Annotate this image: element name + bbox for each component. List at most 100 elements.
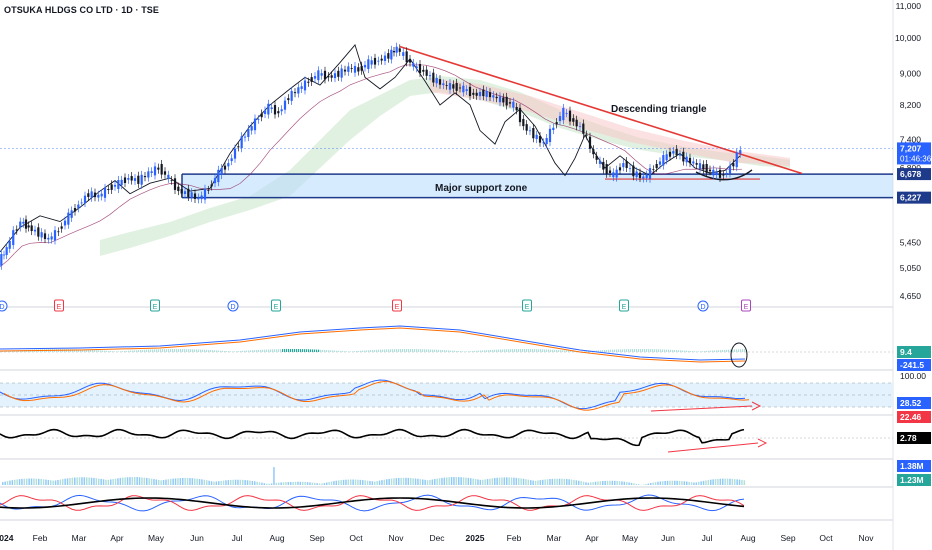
macd-bar [286, 349, 288, 352]
macd-bar [132, 350, 134, 352]
candle-body [715, 172, 718, 176]
macd-bar [392, 349, 394, 352]
volume-bar [316, 483, 318, 485]
volume-bar [222, 480, 225, 485]
price-label-6,678 [897, 168, 931, 181]
earnings-marker-text: E [525, 304, 530, 311]
volume-bar [568, 479, 570, 485]
macd-bar [494, 349, 496, 352]
volume-bar [544, 479, 546, 485]
volume-bar [350, 479, 352, 485]
volume-bar [587, 482, 590, 485]
macd-bar [84, 349, 86, 352]
macd-bar [632, 349, 634, 352]
indicator-value-ratio [897, 432, 931, 444]
macd-bar [326, 350, 328, 352]
candle-body [712, 169, 715, 176]
macd-bar [682, 350, 684, 352]
macd-bar [428, 349, 430, 352]
volume-bar [62, 479, 64, 485]
macd-bar [630, 349, 632, 352]
candle-body [488, 92, 492, 98]
macd-bar [658, 349, 660, 352]
price-tick-label: 4,650 [900, 291, 922, 301]
candle-body [297, 87, 300, 94]
candle-body [353, 66, 357, 73]
candle-body [310, 77, 313, 82]
candle-body [415, 66, 418, 69]
macd-bar [612, 349, 614, 352]
volume-bar [520, 478, 522, 485]
macd-bar [488, 350, 490, 352]
volume-bar [256, 481, 258, 485]
candle-body [702, 164, 705, 170]
volume-bar [424, 479, 426, 485]
candle-body [350, 68, 353, 69]
candle-body [478, 91, 482, 97]
macd-bar [426, 349, 428, 352]
candle-body [150, 171, 153, 173]
volume-bar [9, 480, 11, 485]
candle-body [167, 174, 170, 179]
volume-bar [690, 482, 693, 485]
macd-bar [556, 349, 558, 352]
macd-bar [386, 349, 388, 352]
candle-body [133, 178, 137, 181]
candle-body [718, 169, 722, 178]
macd-bar [116, 351, 118, 352]
volume-bar [88, 477, 90, 485]
volume-bar [134, 477, 136, 485]
macd-bar [398, 349, 400, 352]
volume-bar [585, 482, 587, 485]
volume-bar [611, 480, 614, 485]
candle-body [502, 97, 505, 103]
candle-body [722, 174, 725, 176]
macd-bar [214, 350, 216, 352]
macd-bar [114, 351, 116, 352]
candle-body [645, 174, 648, 179]
volume-bar [362, 480, 364, 485]
macd-bar [76, 349, 78, 352]
earnings-marker-text: E [744, 304, 749, 311]
macd-bar [394, 349, 396, 352]
earnings-marker-text: E [274, 304, 279, 311]
volume-bar [251, 480, 254, 485]
volume-bar [74, 477, 76, 485]
macd-bar [396, 349, 398, 352]
macd-bar [706, 350, 708, 352]
volume-bar [124, 477, 126, 485]
volume-bar [573, 479, 575, 485]
macd-bar [534, 349, 536, 352]
candle-body [367, 59, 370, 70]
volume-bar [606, 480, 609, 485]
candle-body [585, 134, 588, 136]
volume-bar [354, 479, 357, 485]
volume-bar [602, 481, 604, 485]
volume-bar [460, 477, 462, 485]
macd-bar [462, 351, 464, 352]
volume-bar [210, 481, 213, 485]
macd-bar [182, 349, 184, 352]
macd-bar [140, 350, 142, 352]
price-label-text: 6,678 [900, 169, 922, 179]
volume-bar [179, 478, 182, 485]
volume-bar [30, 478, 33, 485]
macd-bar [162, 349, 164, 352]
macd-bar [516, 349, 518, 352]
volume-bar [285, 482, 287, 485]
price-tick-label: 11,000 [896, 1, 922, 11]
volume-bar [83, 477, 86, 485]
candle-body [572, 118, 575, 122]
volume-bar [410, 478, 412, 485]
macd-bar [460, 351, 462, 352]
macd-bar [206, 349, 208, 352]
volume-bar [534, 480, 537, 485]
macd-bar [720, 350, 722, 352]
macd-bar [168, 349, 170, 352]
volume-bar [258, 482, 261, 485]
volume-bar [669, 480, 671, 485]
macd-bar [410, 349, 412, 352]
candle-body [30, 225, 33, 232]
macd-bar [626, 349, 628, 352]
